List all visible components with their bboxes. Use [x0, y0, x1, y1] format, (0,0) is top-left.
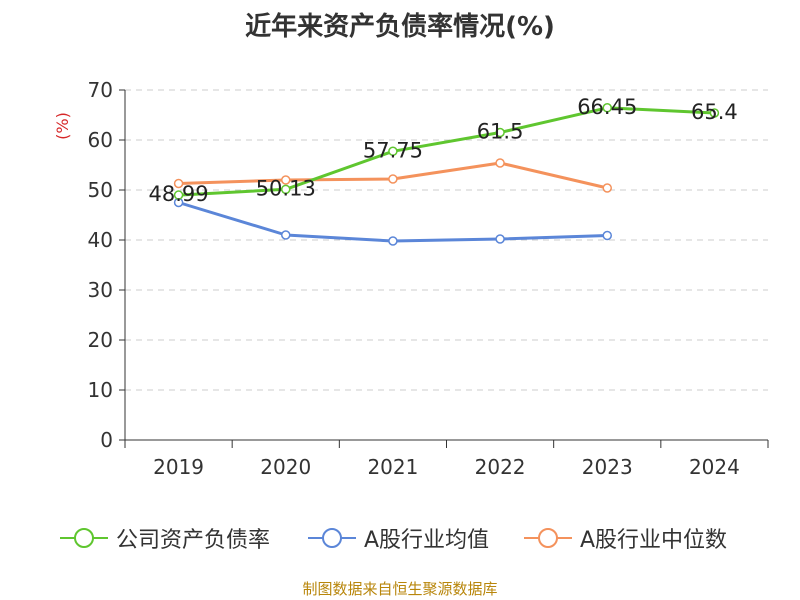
y-tick-label: 40: [88, 228, 113, 252]
axes: 0 10 20 30 40 50 60 70 (%) 2019 2020 2021 2022 2023 20…: [53, 78, 769, 479]
chart-title: 近年来资产负债率情况(%): [245, 12, 555, 42]
x-tick-label: 2022: [475, 455, 526, 479]
y-tick-label: 20: [88, 328, 113, 352]
x-tick-label: 2019: [153, 455, 204, 479]
data-label: 66.45: [577, 95, 637, 119]
legend-label: 公司资产负债率: [116, 528, 271, 553]
legend-line-circle-icon: [60, 528, 108, 548]
x-tick-label: 2023: [582, 455, 633, 479]
data-point: [388, 174, 398, 184]
data-point: [495, 158, 505, 168]
data-point: [281, 184, 291, 195]
data-point: [602, 230, 612, 241]
data-point: [495, 234, 505, 244]
data-label: 48.99: [149, 182, 209, 206]
data-point: [281, 175, 291, 185]
legend-item-industry-median[interactable]: A股行业中位数: [522, 520, 727, 556]
x-tick-label: 2021: [367, 455, 418, 479]
x-tick-label: 2020: [260, 455, 311, 479]
data-point: [602, 103, 612, 113]
y-axis-label: (%): [53, 112, 72, 140]
y-tick-label: 0: [100, 428, 113, 452]
data-labels: 48.99 50.13 57.75 61.5 66.45 65.4: [149, 95, 738, 206]
series-line: [178, 106, 715, 197]
data-point: [602, 183, 612, 193]
data-label: 57.75: [363, 138, 423, 162]
series-line: [178, 201, 608, 243]
y-tick-label: 50: [88, 178, 113, 202]
data-source-note: 制图数据来自恒生聚源数据库: [302, 580, 498, 598]
data-point: [709, 108, 720, 118]
data-label: 50.13: [256, 176, 316, 200]
legend-item-company[interactable]: 公司资产负债率: [58, 520, 270, 556]
data-label: 61.5: [477, 120, 524, 144]
legend-label: A股行业均值: [364, 528, 490, 553]
data-point: [495, 127, 505, 138]
data-label: 65.4: [691, 100, 738, 124]
legend-label: A股行业中位数: [580, 528, 728, 553]
y-tick-label: 70: [88, 78, 113, 102]
y-tick-label: 10: [88, 378, 113, 402]
data-point: [173, 190, 184, 200]
data-point: [281, 230, 291, 240]
legend: 公司资产负债率 A股行业均值 A股行业中位数: [0, 520, 800, 556]
data-point: [173, 178, 184, 189]
legend-line-circle-icon: [308, 528, 356, 548]
x-tick-label: 2024: [689, 455, 740, 479]
y-tick-label: 60: [88, 128, 113, 152]
legend-item-industry-mean[interactable]: A股行业均值: [306, 520, 489, 556]
data-point: [388, 146, 398, 156]
series-lines: [173, 103, 720, 246]
y-tick-label: 30: [88, 278, 113, 302]
legend-line-circle-icon: [524, 528, 572, 548]
data-point: [388, 236, 398, 246]
